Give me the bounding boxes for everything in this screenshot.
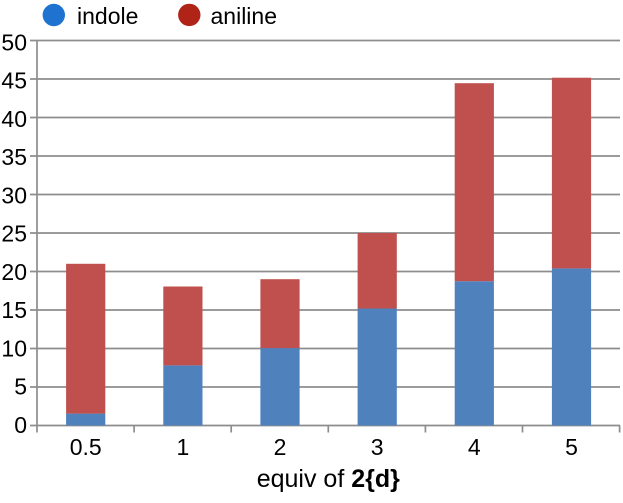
svg-text:0: 0 [14, 412, 27, 438]
svg-text:30: 30 [1, 182, 27, 208]
svg-text:40: 40 [1, 106, 27, 132]
svg-text:aniline: aniline [211, 3, 278, 29]
svg-text:25: 25 [1, 221, 27, 247]
svg-text:2: 2 [274, 434, 287, 460]
svg-text:5: 5 [14, 374, 27, 400]
svg-text:45: 45 [1, 68, 27, 94]
svg-text:20: 20 [1, 259, 27, 285]
svg-text:15: 15 [1, 297, 27, 323]
svg-text:1: 1 [177, 434, 190, 460]
svg-text:equiv of 2{d}: equiv of 2{d} [257, 465, 400, 493]
svg-text:indole: indole [77, 3, 138, 29]
svg-text:5: 5 [565, 434, 578, 460]
svg-text:0.5: 0.5 [70, 434, 102, 460]
svg-text:50: 50 [1, 29, 27, 55]
svg-text:3: 3 [371, 434, 384, 460]
svg-text:35: 35 [1, 144, 27, 170]
svg-text:4: 4 [468, 434, 481, 460]
svg-text:10: 10 [1, 336, 27, 362]
